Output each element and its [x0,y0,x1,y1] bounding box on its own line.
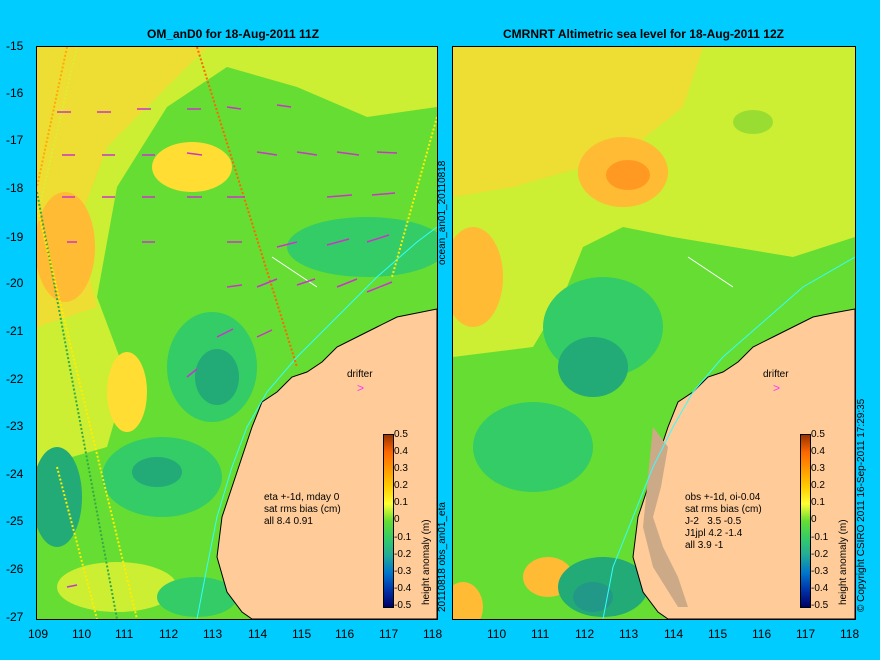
y-tick: -18 [6,181,24,195]
cbar-right-tick: 0.3 [811,463,825,474]
left-map: drifter > [37,47,437,619]
right-stats-line-4: J1jpl 4.2 -1.4 [685,528,743,539]
cbar-left-tick: 0.5 [394,429,408,440]
right-panel-title: CMRNRT Altimetric sea level for 18-Aug-2… [503,27,784,41]
cbar-right-tick: 0 [811,514,817,525]
x-tick: 114 [248,627,268,641]
drifter-label-right: drifter [763,369,789,380]
cbar-right-tick: 0.5 [811,429,825,440]
right-stats-line-1: obs +-1d, oi-0.04 [685,492,761,503]
y-tick: -20 [6,276,24,290]
x-tick: 112 [575,627,595,641]
left-land [216,308,437,619]
cbar-right-tick: 0.1 [811,497,825,508]
right-stats-line-3: J-2 3.5 -0.5 [685,516,742,527]
y-tick: -22 [6,372,24,386]
cbar-right-tick: -0.1 [811,532,829,543]
y-tick: -15 [6,39,24,53]
cbar-right-tick: -0.4 [811,583,829,594]
x-tick: 118 [840,627,860,641]
right-map-panel: drifter > obs +-1d, oi-0.04 sat rms bias… [452,46,856,620]
cbar-right-label: height anomaly (m) [838,519,849,605]
y-tick: -25 [6,514,24,528]
left-stats-line-1: eta +-1d, mday 0 [264,492,340,503]
cbar-left-tick: 0.1 [394,497,408,508]
x-tick: 115 [292,627,312,641]
y-tick: -17 [6,133,24,147]
x-tick: 111 [531,627,550,641]
drifter-label: drifter [347,369,373,380]
left-stats-line-2: sat rms bias (cm) [264,504,341,515]
right-stats-line-5: all 3.9 -1 [685,540,724,551]
x-tick: 113 [203,627,223,641]
obs-eta-label: 20110818 obs_an01_eta [437,502,448,612]
x-tick: 115 [708,627,728,641]
y-tick: -16 [6,86,24,100]
colorbar-left [383,434,394,608]
cbar-right-tick: -0.5 [811,600,829,611]
cbar-left-tick: 0.3 [394,463,408,474]
x-tick: 116 [752,627,772,641]
cbar-left-tick: -0.5 [394,600,412,611]
y-tick: -26 [6,562,24,576]
ocean-an-label: ocean_an01_20110818 [437,160,448,265]
left-panel-title: OM_anD0 for 18-Aug-2011 11Z [147,27,320,41]
y-tick: -19 [6,230,24,244]
drifter-marker: > [357,381,364,395]
drifter-marker-right: > [773,381,780,395]
cbar-left-tick: -0.4 [394,583,412,594]
right-stats-line-2: sat rms bias (cm) [685,504,762,515]
colorbar-right [800,434,811,608]
y-tick: -27 [6,610,24,624]
cbar-left-label: height anomaly (m) [421,519,432,605]
cbar-left-tick: -0.3 [394,566,412,577]
x-tick: 109 [28,627,49,641]
cbar-right-tick: 0.2 [811,480,825,491]
left-stats-line-3: all 8.4 0.91 [264,516,313,527]
x-tick: 116 [335,627,355,641]
x-tick: 117 [379,627,399,641]
cbar-right-tick: -0.3 [811,566,829,577]
cbar-left-tick: 0 [394,514,400,525]
y-tick: -23 [6,419,24,433]
x-tick: 114 [664,627,684,641]
x-tick: 118 [423,627,443,641]
y-tick: -21 [6,324,24,338]
x-tick: 112 [159,627,179,641]
right-land [632,308,855,619]
cbar-left-tick: 0.4 [394,446,408,457]
x-tick: 111 [115,627,134,641]
x-tick: 110 [487,627,507,641]
x-tick: 113 [619,627,639,641]
x-tick: 110 [72,627,92,641]
copyright-label: © Copyright CSIRO 2011 16-Sep-2011 17:29… [856,398,867,612]
cbar-right-tick: 0.4 [811,446,825,457]
x-tick: 117 [796,627,816,641]
cbar-right-tick: -0.2 [811,549,829,560]
wind-arrows [57,104,398,588]
cbar-left-tick: -0.2 [394,549,412,560]
y-tick: -24 [6,467,24,481]
right-map: drifter > [453,47,855,619]
cbar-left-tick: 0.2 [394,480,408,491]
left-map-panel: drifter > eta +-1d, mday 0 sat rms bias … [36,46,438,620]
cbar-left-tick: -0.1 [394,532,412,543]
